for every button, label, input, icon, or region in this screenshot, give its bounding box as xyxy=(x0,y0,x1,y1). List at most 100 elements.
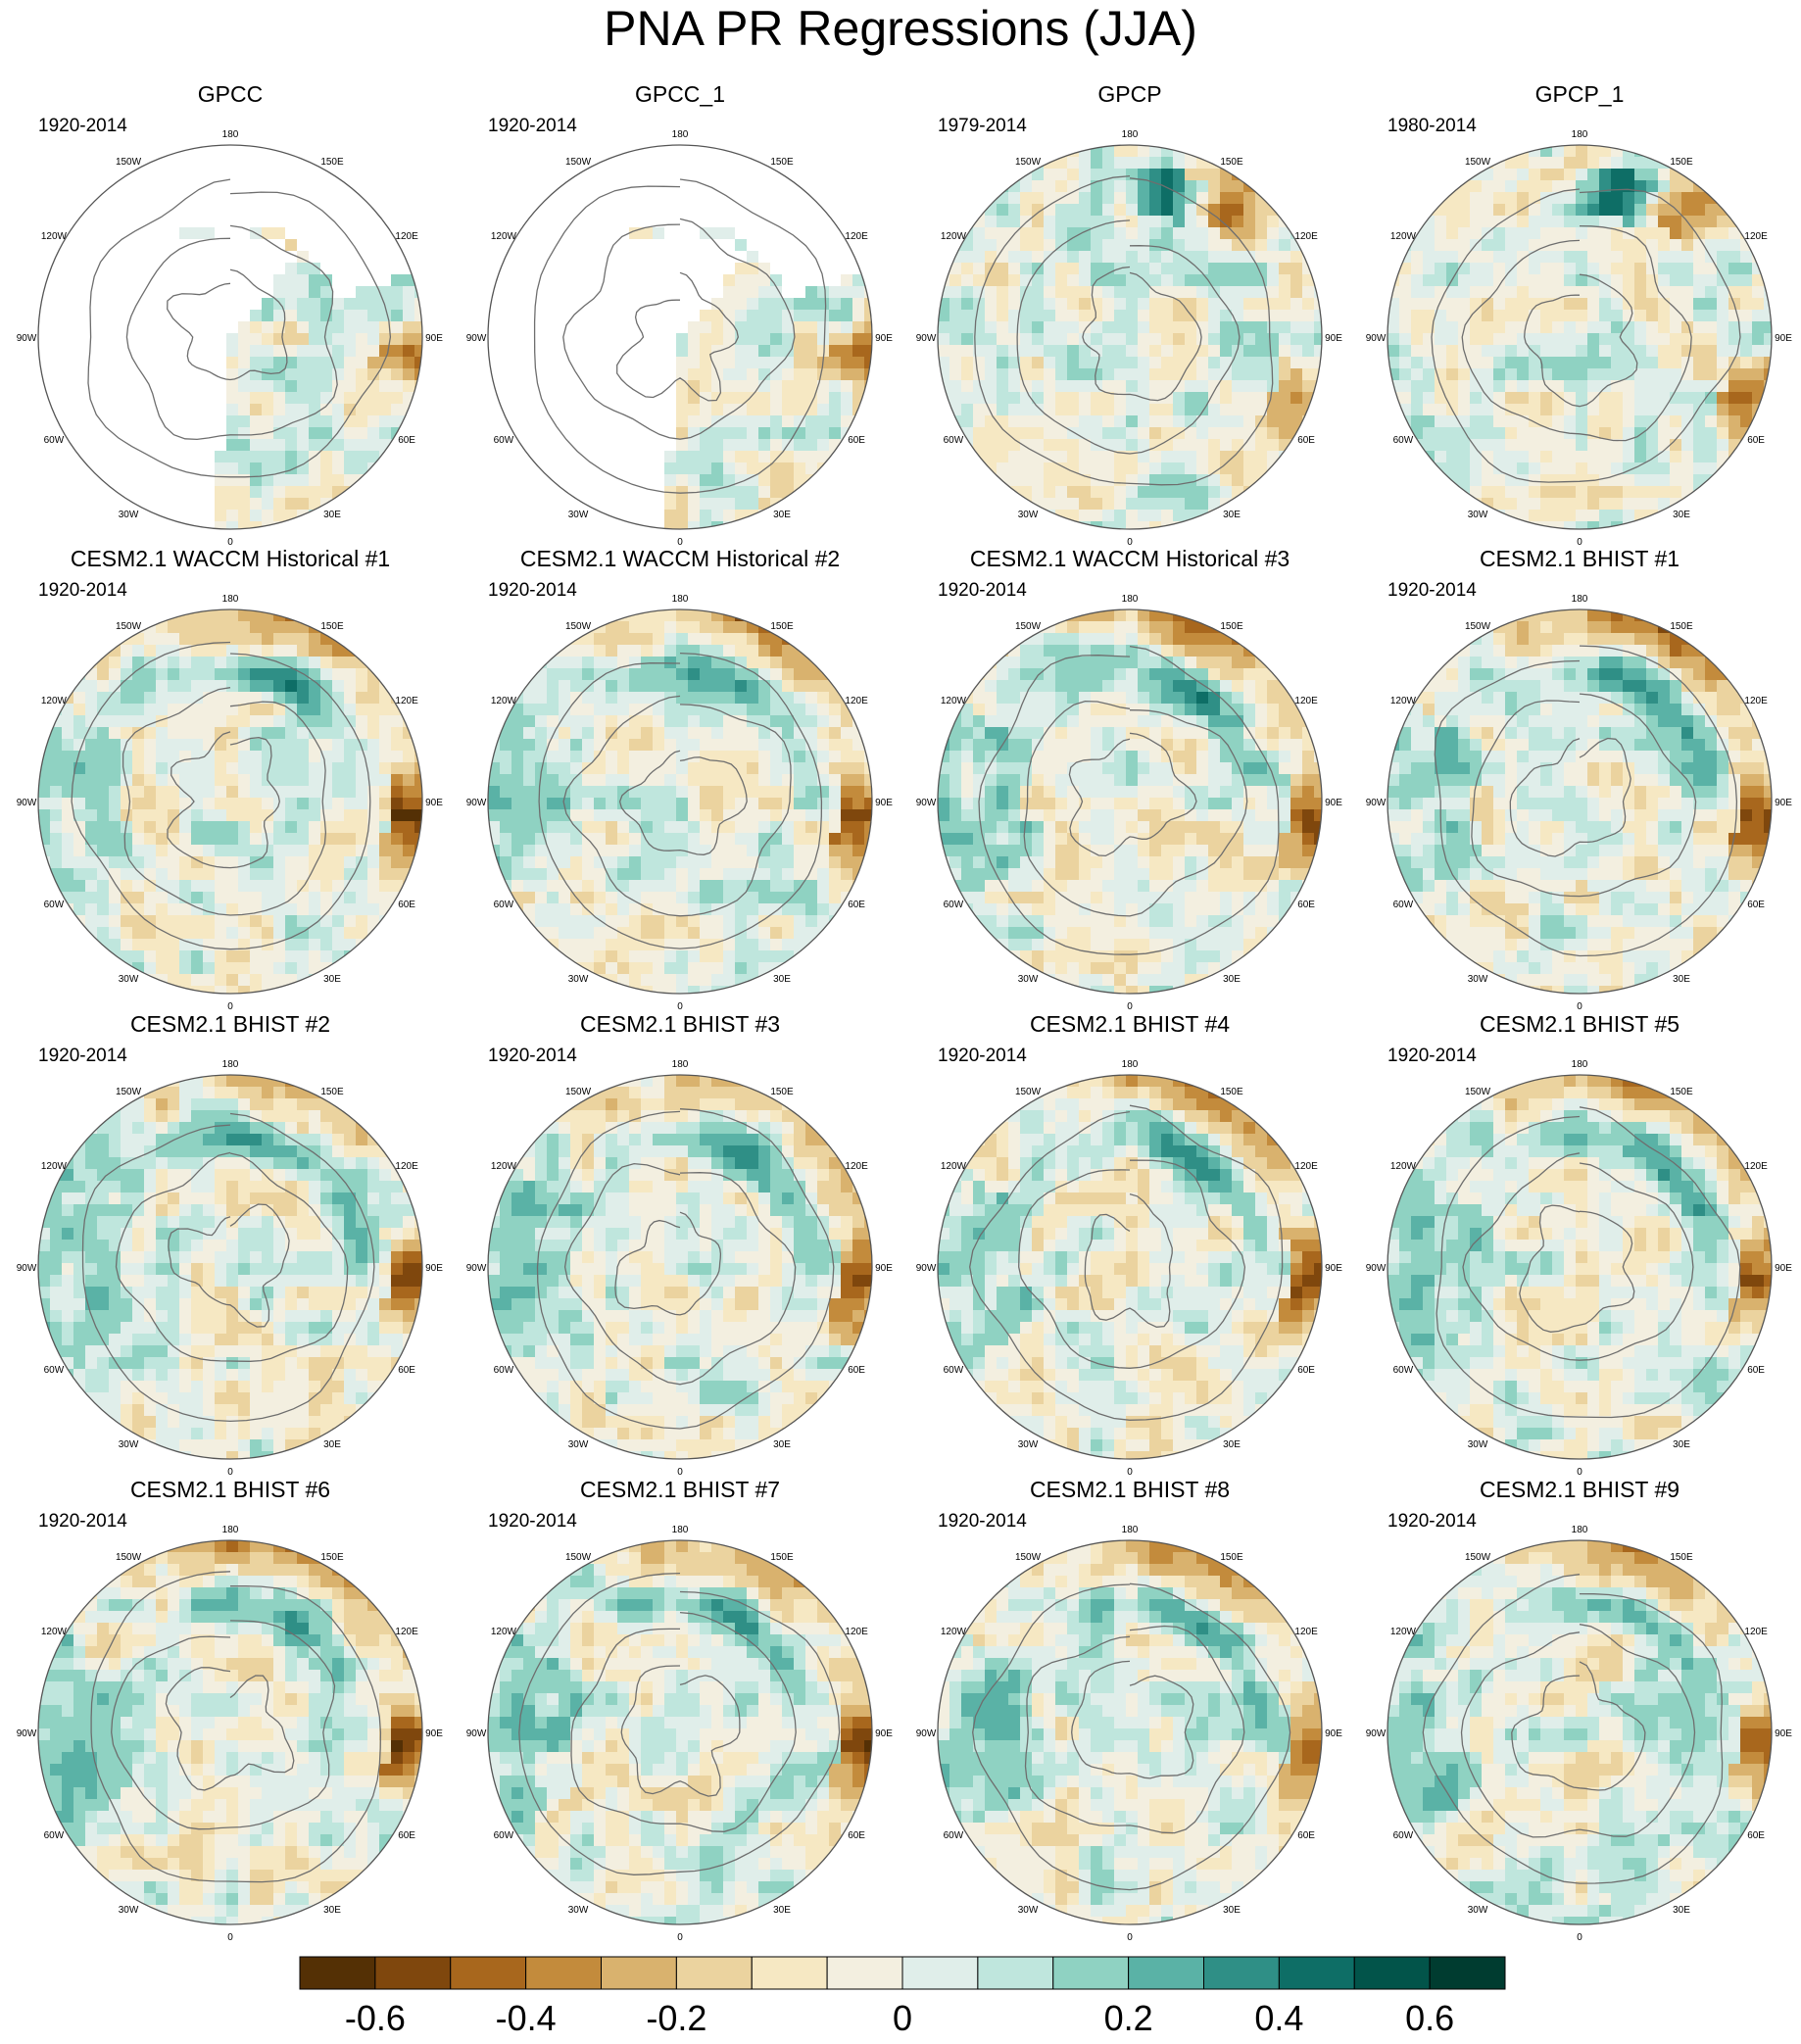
panel-period: 1920-2014 xyxy=(938,580,1027,601)
longitude-label: 90E xyxy=(875,1263,893,1274)
coastline xyxy=(1471,693,1697,898)
longitude-label: 0 xyxy=(1127,1932,1133,1943)
longitude-label: 30W xyxy=(1468,1905,1488,1916)
map-border xyxy=(937,1539,1323,1925)
map-border xyxy=(487,1074,873,1460)
longitude-label: 150W xyxy=(565,621,592,632)
longitude-label: 120E xyxy=(1744,1627,1768,1637)
longitude-label: 30E xyxy=(323,1439,341,1450)
longitude-label: 90W xyxy=(17,798,37,808)
map-border xyxy=(37,1074,423,1460)
longitude-label: 60W xyxy=(1393,900,1414,910)
longitude-label: 150E xyxy=(320,1552,344,1563)
longitude-label: 30E xyxy=(1223,1439,1241,1450)
longitude-label: 30W xyxy=(1468,510,1488,520)
coastline xyxy=(1462,1152,1694,1361)
coastline xyxy=(1519,1204,1635,1333)
longitude-label: 120E xyxy=(395,231,418,242)
longitude-label: 150W xyxy=(565,157,592,168)
longitude-label: 60W xyxy=(44,435,65,446)
regression-field xyxy=(1387,609,1772,994)
colorbar-swatch xyxy=(826,1956,903,1990)
panel-title: GPCC_1 xyxy=(635,81,725,107)
map-border xyxy=(937,144,1323,530)
map-panel: 180 150E 120E 90E 60E 30E 0 30W 60W 90W 120W 150W GP… xyxy=(916,81,1343,548)
longitude-label: 60W xyxy=(944,1365,964,1376)
longitude-label: 120E xyxy=(1744,1161,1768,1172)
panel-period: 1920-2014 xyxy=(1387,1511,1477,1532)
longitude-label: 120W xyxy=(41,1627,68,1637)
longitude-label: 180 xyxy=(1572,1525,1588,1535)
longitude-label: 30E xyxy=(323,974,341,985)
longitude-label: 90E xyxy=(875,798,893,808)
longitude-label: 30W xyxy=(119,1905,139,1916)
panel-title: CESM2.1 BHIST #6 xyxy=(130,1477,330,1502)
colorbar-swatch xyxy=(299,1956,376,1990)
colorbar-tick-label: 0.6 xyxy=(1405,1998,1455,2038)
panel-title: CESM2.1 WACCM Historical #1 xyxy=(71,546,390,571)
longitude-label: 150W xyxy=(1465,1087,1491,1097)
coastline xyxy=(165,1667,295,1791)
coastline xyxy=(1422,1574,1724,1884)
panel-title: CESM2.1 BHIST #1 xyxy=(1480,546,1679,571)
colorbar-swatch xyxy=(450,1956,527,1990)
longitude-label: 60W xyxy=(1393,1830,1414,1841)
longitude-label: 180 xyxy=(1572,1059,1588,1070)
longitude-label: 60W xyxy=(44,900,65,910)
longitude-label: 60E xyxy=(398,435,415,446)
longitude-label: 90E xyxy=(875,1728,893,1739)
map-border xyxy=(1387,144,1773,530)
coastline xyxy=(969,1104,1284,1421)
longitude-label: 30E xyxy=(773,510,791,520)
map-panel: 180 150E 120E 90E 60E 30E 0 30W 60W 90W 120W 150W CE… xyxy=(17,546,444,1012)
longitude-label: 30W xyxy=(568,1439,589,1450)
longitude-label: 0 xyxy=(1577,1001,1582,1012)
coastline xyxy=(1431,188,1741,483)
colorbar-tick-label: 0.4 xyxy=(1254,1998,1304,2038)
map-border xyxy=(487,1539,873,1925)
longitude-label: 120E xyxy=(845,1161,868,1172)
longitude-label: 60E xyxy=(398,900,415,910)
regression-field xyxy=(38,1540,422,1924)
longitude-label: 120W xyxy=(1390,1161,1417,1172)
longitude-label: 90E xyxy=(1325,333,1342,344)
panel-title: GPCC xyxy=(198,81,263,107)
coastline xyxy=(518,1572,841,1875)
longitude-label: 150W xyxy=(565,1087,592,1097)
longitude-label: 90W xyxy=(916,798,937,808)
longitude-label: 150E xyxy=(320,157,344,168)
longitude-label: 60E xyxy=(398,1830,415,1841)
longitude-label: 0 xyxy=(677,1467,683,1478)
longitude-label: 60W xyxy=(944,900,964,910)
colorbar-swatch xyxy=(525,1956,602,1990)
longitude-label: 150W xyxy=(1465,157,1491,168)
regression-field xyxy=(938,145,1322,529)
map-panel: 180 150E 120E 90E 60E 30E 0 30W 60W 90W 120W 150W CE… xyxy=(466,1011,894,1478)
longitude-label: 150E xyxy=(770,1552,794,1563)
panel-title: CESM2.1 WACCM Historical #2 xyxy=(520,546,840,571)
coastline xyxy=(538,652,823,949)
longitude-label: 30W xyxy=(568,510,589,520)
longitude-label: 30E xyxy=(1223,1905,1241,1916)
coastline xyxy=(81,1112,375,1423)
longitude-label: 150E xyxy=(1670,157,1693,168)
longitude-label: 150W xyxy=(1015,621,1042,632)
longitude-label: 90W xyxy=(466,1728,487,1739)
longitude-label: 120W xyxy=(491,696,517,706)
longitude-label: 180 xyxy=(672,129,689,140)
longitude-label: 150W xyxy=(1015,1087,1042,1097)
coastline xyxy=(1084,1192,1173,1328)
longitude-label: 150E xyxy=(320,1087,344,1097)
panel-period: 1920-2014 xyxy=(488,580,577,601)
longitude-label: 150E xyxy=(320,621,344,632)
colorbar-tick-label: -0.2 xyxy=(646,1998,707,2038)
coastline xyxy=(620,1665,741,1797)
longitude-label: 120W xyxy=(41,231,68,242)
map-border xyxy=(1387,608,1773,995)
coastline xyxy=(1461,224,1692,442)
colorbar-swatch xyxy=(1278,1956,1355,1990)
longitude-label: 0 xyxy=(1127,1467,1133,1478)
coastline xyxy=(167,731,280,869)
longitude-label: 90W xyxy=(466,798,487,808)
longitude-label: 0 xyxy=(227,1932,233,1943)
